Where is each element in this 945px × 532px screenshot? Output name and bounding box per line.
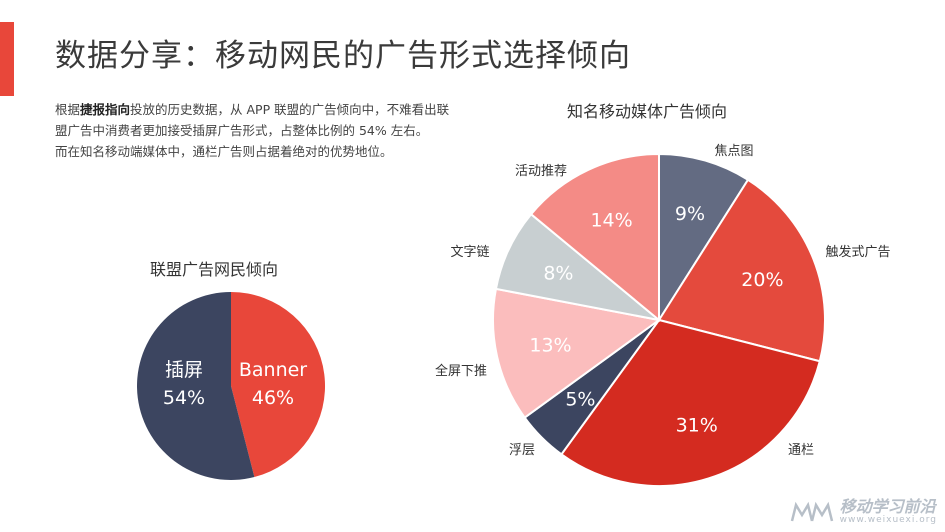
pie-slice-1-0 [658, 152, 750, 324]
watermark-logo-icon [790, 501, 833, 522]
description-paragraph-1: 根据捷报指向投放的历史数据，从 APP 联盟的广告倾向中，不难看出联盟广告中消费… [55, 99, 460, 141]
pie-slice-1-4 [491, 287, 662, 419]
pie-value-label-1-6: 14% [590, 209, 632, 231]
watermark-name: 移动学习前沿 [839, 497, 936, 516]
pie-value-label-1-5: 8% [543, 263, 573, 285]
pie-slice-1-6 [529, 152, 660, 323]
big-pie-title: 知名移动媒体广告倾向 [567, 102, 728, 121]
pie-slice-1-1 [657, 178, 826, 363]
pie-value-label-1-0: 9% [675, 203, 705, 225]
pie-label-1-0: 焦点图 [714, 144, 753, 159]
pie-value-label-1-4: 13% [529, 334, 571, 356]
pie-label-1-3: 浮层 [509, 443, 535, 458]
description-text-bold: 捷报指向 [80, 102, 131, 117]
pie-label-1-1: 触发式广告 [825, 244, 890, 260]
pie-value-label-0-1: 54% [163, 387, 205, 409]
pie-label-0-1: 插屏 [165, 359, 203, 381]
accent-bar [0, 22, 14, 96]
pie-label-0-0: Banner [239, 359, 307, 381]
pie-value-label-1-1: 20% [741, 269, 783, 291]
pie-label-1-2: 通栏 [788, 443, 814, 458]
pie-value-label-1-3: 5% [565, 389, 595, 411]
pie-value-label-1-2: 31% [676, 415, 718, 437]
pie-slice-0-0 [231, 292, 326, 478]
small-pie-title: 联盟广告网民倾向 [150, 260, 279, 279]
description-text-pre: 根据 [55, 102, 81, 117]
description-text-post: 投放的历史数据，从 APP 联盟的广告倾向中，不难看出联盟广告中消费者更加接受插… [55, 102, 450, 138]
pie-slice-1-2 [560, 318, 821, 487]
pie-label-1-5: 文字链 [450, 245, 489, 260]
pie-label-1-4: 全屏下推 [435, 363, 487, 379]
watermark-url: www.weixuexi.org [839, 515, 937, 525]
pie-label-1-6: 活动推荐 [515, 164, 567, 179]
page-title: 数据分享：移动网民的广告形式选择倾向 [55, 38, 631, 74]
description-paragraph-2: 而在知名移动端媒体中，通栏广告则占据着绝对的优势地位。 [55, 144, 393, 159]
pie-value-label-0-0: 46% [252, 387, 294, 409]
watermark: 移动学习前沿 www.weixuexi.org [790, 498, 937, 526]
pie-slice-0-1 [137, 292, 255, 480]
description: 根据捷报指向投放的历史数据，从 APP 联盟的广告倾向中，不难看出联盟广告中消费… [55, 99, 460, 162]
